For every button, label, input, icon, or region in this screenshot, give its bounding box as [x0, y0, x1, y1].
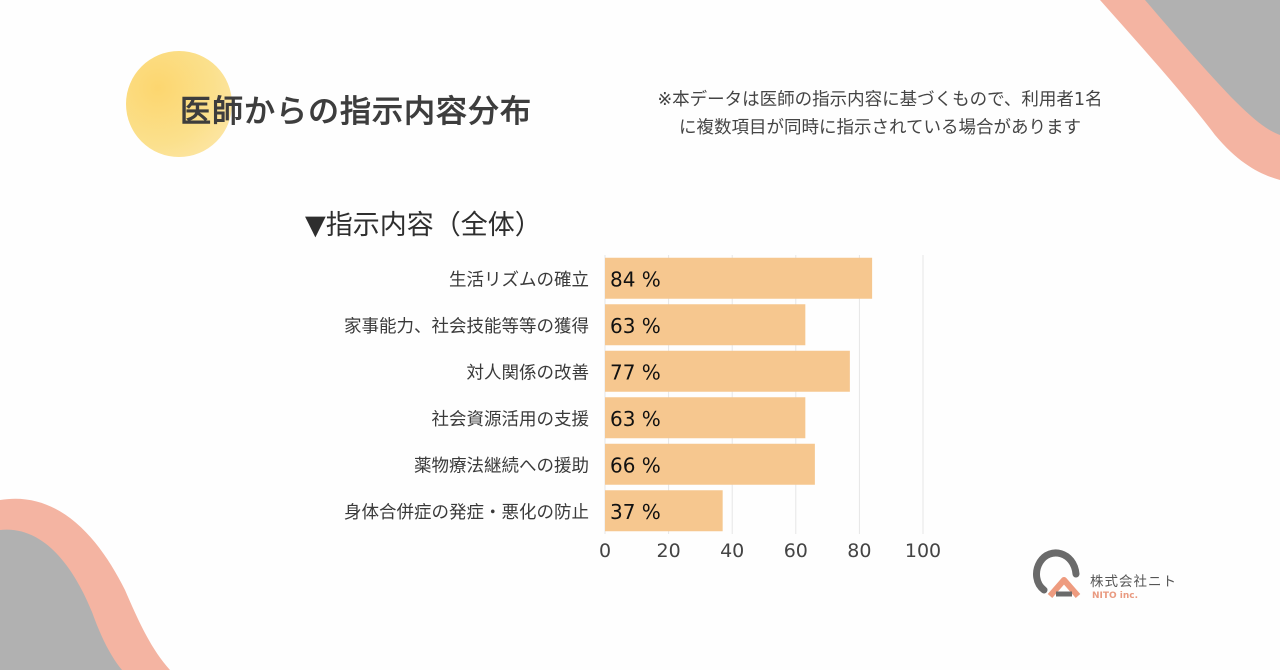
- logo-roof-orange: [1047, 577, 1081, 598]
- chart-gridlines: [604, 255, 924, 534]
- bar: [605, 490, 723, 532]
- section-title: ▼指示内容（全体）: [305, 210, 542, 241]
- data-note: ※本データは医師の指示内容に基づくもので、利用者1名 に複数項目が同時に指示され…: [605, 86, 1155, 142]
- bar: [605, 257, 873, 299]
- category-label: 社会資源活用の支援: [432, 410, 590, 430]
- category-label: 身体合併症の発症・悪化の防止: [344, 503, 589, 523]
- bar: [605, 304, 806, 346]
- data-label: 63 %: [610, 314, 661, 338]
- data-label: 66 %: [610, 453, 661, 477]
- bar: [605, 350, 850, 392]
- corner-shape-bottom-left-gray: [0, 529, 122, 670]
- bar-chart: 0 20 40 60 80 100 生活リズムの確立 84 % 家事能力、社会技能等等の獲得 63…: [344, 255, 941, 562]
- corner-shape-top-right-gray: [1145, 0, 1280, 135]
- company-name: 株式会社ニト: [1090, 574, 1177, 590]
- data-note-line-1: ※本データは医師の指示内容に基づくもので、利用者1名: [657, 90, 1103, 110]
- data-note-line-2: に複数項目が同時に指示されている場合があります: [679, 118, 1081, 138]
- x-tick-label: 40: [720, 540, 744, 562]
- chart-labels: 0 20 40 60 80 100 生活リズムの確立 84 % 家事能力、社会技能等等の獲得 63…: [344, 267, 941, 562]
- bar: [605, 443, 815, 485]
- title-circle-decoration: [126, 51, 232, 157]
- bar: [605, 397, 806, 439]
- category-label: 家事能力、社会技能等等の獲得: [344, 317, 589, 337]
- company-name-en: NITO inc.: [1092, 591, 1139, 601]
- category-label: 対人関係の改善: [467, 363, 590, 383]
- data-label: 63 %: [610, 407, 661, 431]
- logo-arc-gray: [1033, 549, 1080, 594]
- data-label: 84 %: [610, 267, 661, 291]
- x-tick-label: 20: [657, 540, 681, 562]
- company-logo-mark: [1033, 549, 1081, 598]
- chart-bars: [605, 257, 873, 532]
- category-label: 生活リズムの確立: [449, 270, 589, 290]
- data-label: 77 %: [610, 360, 661, 384]
- x-tick-label: 80: [847, 540, 871, 562]
- x-tick-label: 0: [599, 540, 611, 562]
- x-tick-label: 100: [905, 540, 941, 562]
- page-title: 医師からの指示内容分布: [180, 94, 532, 130]
- data-label: 37 %: [610, 500, 661, 524]
- x-tick-label: 60: [784, 540, 808, 562]
- category-label: 薬物療法継続への援助: [414, 456, 589, 476]
